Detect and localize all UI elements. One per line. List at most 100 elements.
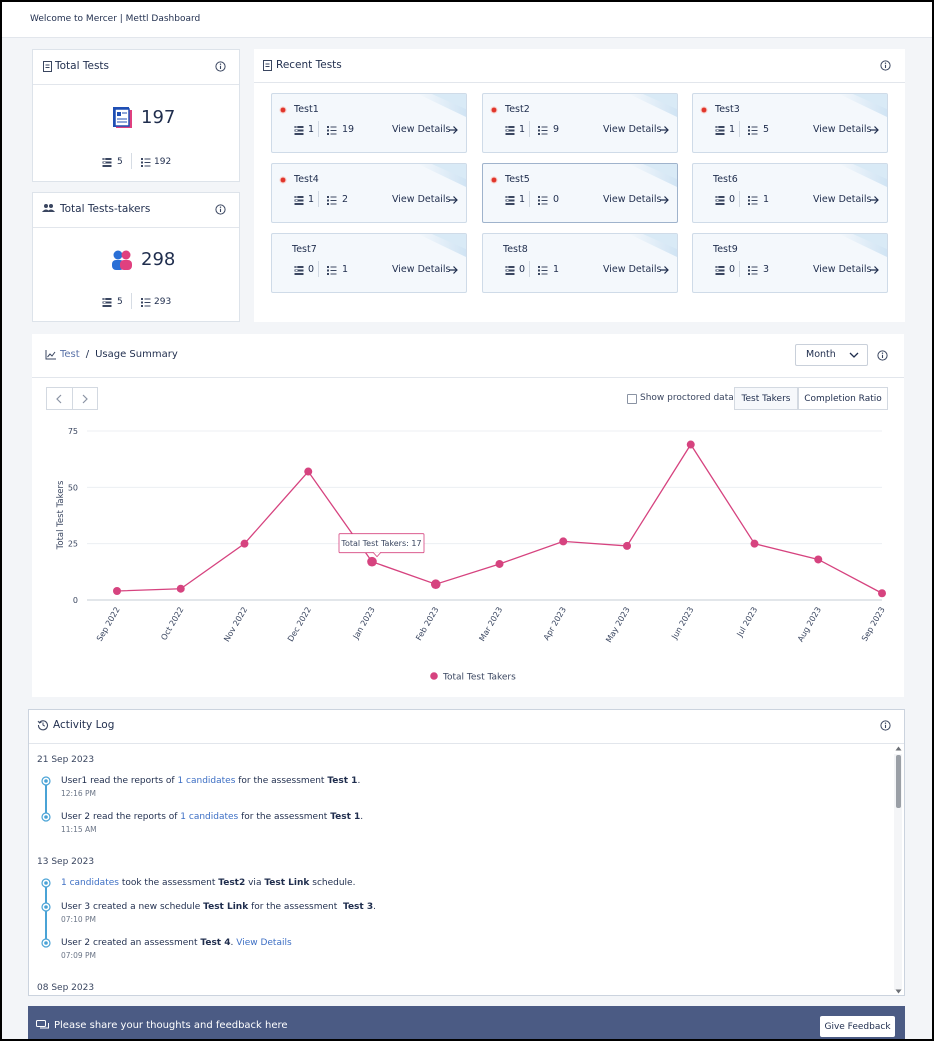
stat-icon-part — [144, 165, 151, 167]
stat-icon-part — [715, 133, 725, 135]
arrow-icon[interactable] — [659, 265, 669, 275]
arrow-icon-part — [664, 196, 669, 204]
x-tick-label: Mar 2023 — [477, 606, 504, 643]
arrow-icon[interactable] — [448, 195, 458, 205]
test-tile[interactable]: Test4 1 2 View Details — [271, 163, 467, 223]
log-link[interactable]: 1 candidates — [177, 776, 236, 786]
view-details[interactable]: View Details — [392, 194, 451, 205]
arrow-icon[interactable] — [659, 195, 669, 205]
card-title: Total Tests-takers — [60, 203, 151, 215]
test-name: Test7 — [292, 244, 317, 255]
view-details[interactable]: View Details — [813, 194, 872, 205]
view-details[interactable]: View Details — [813, 264, 872, 275]
view-details[interactable]: View Details — [813, 124, 872, 135]
stat-value: 5 — [117, 297, 123, 307]
info-icon[interactable] — [215, 61, 226, 72]
top-bar: Welcome to Mercer | Mettl Dashboard — [2, 2, 932, 38]
stat-icon — [327, 126, 337, 135]
stat-icon — [538, 266, 548, 275]
stat-value: 1 — [308, 194, 315, 205]
log-link[interactable]: 1 candidates — [180, 812, 239, 822]
info-icon[interactable] — [880, 720, 891, 731]
test-tile[interactable]: Test6 0 1 View Details — [692, 163, 888, 223]
log-time: 11:15 AM — [61, 825, 97, 834]
stat-icon-part — [295, 130, 298, 131]
stat-sep — [318, 121, 319, 137]
scroll-down[interactable] — [895, 989, 902, 994]
live-dot-part — [491, 177, 497, 183]
scroll-up[interactable] — [895, 746, 902, 751]
info-icon[interactable] — [215, 204, 226, 215]
data-point — [304, 467, 313, 476]
stat-icon-part — [327, 129, 329, 132]
stat-icon — [715, 266, 725, 275]
view-details[interactable]: View Details — [392, 124, 451, 135]
view-details[interactable]: View Details — [392, 264, 451, 275]
test-tile[interactable]: Test9 0 3 View Details — [692, 233, 888, 293]
series-line — [116, 443, 883, 594]
stat-icon-part — [751, 196, 758, 198]
period-dropdown[interactable]: Month — [795, 344, 868, 366]
data-point — [559, 537, 568, 546]
data-point — [430, 579, 441, 590]
info-icon[interactable] — [880, 60, 891, 71]
period-value: Month — [806, 349, 836, 360]
stat-icon-part — [330, 273, 337, 275]
stat-icon-part — [141, 305, 143, 307]
arrow-icon[interactable] — [869, 265, 879, 275]
stat-icon-part — [330, 126, 337, 128]
stat-icon-part — [541, 126, 548, 128]
test-tile[interactable]: Test1 1 19 View Details — [271, 93, 467, 153]
stat-icon-part — [144, 305, 151, 307]
y-axis-title: Total Test Takers — [56, 480, 66, 550]
scroll-thumb[interactable] — [896, 755, 901, 808]
view-details[interactable]: View Details — [603, 194, 662, 205]
divider — [29, 743, 904, 744]
log-link[interactable]: View Details — [236, 938, 292, 948]
tab-button[interactable]: Test Takers — [734, 387, 798, 410]
prev-button[interactable] — [55, 394, 63, 404]
x-tick-label: Apr 2023 — [542, 606, 568, 642]
log-text: for the assessment — [238, 812, 331, 822]
test-tile[interactable]: Test5 1 0 View Details — [482, 163, 678, 223]
stat-icon-part — [541, 196, 548, 198]
stat-sep — [318, 261, 319, 277]
checkbox[interactable] — [627, 394, 637, 404]
arrow-icon-part — [874, 266, 879, 274]
feedback-button[interactable]: Give Feedback — [820, 1016, 895, 1037]
stat-icon-part — [716, 196, 719, 198]
stat-icon-part — [541, 266, 548, 268]
tile-decoration — [629, 234, 677, 258]
log-text: Test 3 — [343, 902, 374, 912]
stat-value: 1 — [553, 264, 560, 275]
live-dot — [490, 106, 498, 114]
tab-button[interactable]: Completion Ratio — [798, 387, 888, 410]
arrow-icon[interactable] — [448, 265, 458, 275]
stat-icon-part — [102, 298, 112, 300]
people-icon-part — [49, 204, 53, 208]
arrow-icon[interactable] — [869, 125, 879, 135]
stat-icon-part — [505, 199, 515, 202]
info-icon-part — [877, 350, 888, 361]
arrow-icon[interactable] — [659, 125, 669, 135]
arrow-icon[interactable] — [869, 195, 879, 205]
arrow-icon[interactable] — [448, 125, 458, 135]
info-icon[interactable] — [877, 350, 888, 361]
test-tile[interactable]: Test8 0 1 View Details — [482, 233, 678, 293]
stat-icon-part — [748, 203, 750, 205]
view-details[interactable]: View Details — [603, 124, 662, 135]
stat-icon-part — [751, 200, 758, 201]
test-tile[interactable]: Test3 1 5 View Details — [692, 93, 888, 153]
test-tile[interactable]: Test7 0 1 View Details — [271, 233, 467, 293]
view-details[interactable]: View Details — [603, 264, 662, 275]
next-button[interactable] — [81, 394, 89, 404]
test-tile[interactable]: Test2 1 9 View Details — [482, 93, 678, 153]
breadcrumb[interactable]: Test — [60, 349, 80, 360]
stat-icon-part — [751, 266, 758, 268]
activity-list: 21 Sep 2023 User1 read the reports of 1 c… — [29, 744, 889, 995]
log-text: . — [230, 938, 237, 948]
stat-icon-part — [330, 203, 337, 205]
stat-sep — [529, 121, 530, 137]
log-link[interactable]: 1 candidates — [61, 878, 119, 888]
timeline-dot — [41, 776, 51, 786]
